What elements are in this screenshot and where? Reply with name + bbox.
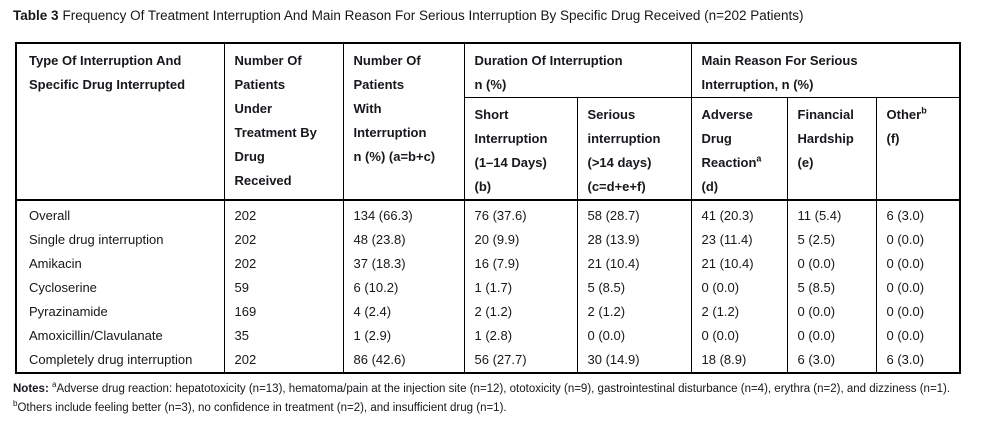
table-title-text: Frequency Of Treatment Interruption And …	[62, 8, 804, 23]
table-row: Overall 202 134 (66.3) 76 (37.6) 58 (28.7) 41…	[15, 199, 961, 228]
table-cell: 6 (3.0)	[875, 199, 961, 228]
header-other-code: (f)	[886, 131, 900, 146]
table-cell: 202	[223, 348, 344, 373]
table-cell: 0 (0.0)	[576, 324, 692, 348]
table-row: Cycloserine 59 6 (10.2) 1 (1.7) 5 (8.5) 0 (0.…	[15, 276, 961, 300]
note-text-a: Adverse drug reaction: hepatotoxicity (n…	[56, 383, 951, 395]
header-sub-row: Short Interruption (1–14 Days) (b) Serio…	[16, 97, 961, 201]
header-patients-with-interruption: Number Of Patients With Interruption n (…	[342, 42, 465, 201]
row-label: Cycloserine	[15, 276, 225, 300]
table-cell: 0 (0.0)	[875, 276, 961, 300]
table-cell: 41 (20.3)	[690, 199, 788, 228]
table-cell: 76 (37.6)	[463, 199, 578, 228]
table-cell: 0 (0.0)	[875, 300, 961, 324]
table-cell: 5 (8.5)	[786, 276, 877, 300]
table-caption: Table 3 Frequency Of Treatment Interrupti…	[13, 7, 973, 25]
table-cell: 5 (2.5)	[786, 228, 877, 252]
table-cell: 0 (0.0)	[786, 252, 877, 276]
table-cell: 0 (0.0)	[875, 228, 961, 252]
header-group-row: Type Of Interruption And Specific Drug I…	[15, 42, 961, 201]
footnote-marker-b: b	[921, 105, 927, 116]
table-row: Amikacin 202 37 (18.3) 16 (7.9) 21 (10.4) 21 …	[15, 252, 961, 276]
table-cell: 134 (66.3)	[342, 199, 465, 228]
table-cell: 4 (2.4)	[342, 300, 465, 324]
header-type-of-interruption: Type Of Interruption And Specific Drug I…	[15, 42, 225, 201]
row-label: Amoxicillin/Clavulanate	[15, 324, 225, 348]
notes-label: Notes:	[13, 383, 49, 395]
table-cell: 202	[223, 199, 344, 228]
header-financial-hardship: Financial Hardship (e)	[786, 97, 877, 201]
row-label: Overall	[15, 199, 225, 228]
table-cell: 0 (0.0)	[786, 324, 877, 348]
table-row: Pyrazinamide 169 4 (2.4) 2 (1.2) 2 (1.2) 2 (1…	[15, 300, 961, 324]
header-adverse-drug-reaction: Adverse Drug Reactiona (d)	[690, 97, 788, 201]
header-other-text: Other	[886, 107, 922, 122]
header-patients-under-treatment: Number Of Patients Under Treatment By Dr…	[223, 42, 344, 201]
table-cell: 56 (27.7)	[463, 348, 578, 373]
table-row: Completely drug interruption 202 86 (42.6)…	[15, 348, 961, 373]
table-cell: 1 (2.8)	[463, 324, 578, 348]
table-cell: 18 (8.9)	[690, 348, 788, 373]
header-main-reason-group: Main Reason For Serious Interruption, n …	[690, 42, 961, 98]
table-cell: 2 (1.2)	[690, 300, 788, 324]
table-cell: 2 (1.2)	[463, 300, 578, 324]
table-cell: 1 (1.7)	[463, 276, 578, 300]
table-cell: 16 (7.9)	[463, 252, 578, 276]
table-cell: 0 (0.0)	[786, 300, 877, 324]
table-row: Single drug interruption 202 48 (23.8) 20 (…	[15, 228, 961, 252]
header-serious-interruption: Serious interruption (>14 days) (c=d+e+f…	[576, 97, 692, 201]
header-adverse-text: Adverse Drug Reaction	[701, 107, 757, 170]
table-notes: Notes: aAdverse drug reaction: hepatotox…	[13, 380, 971, 418]
table-cell: 11 (5.4)	[786, 199, 877, 228]
table-cell: 202	[223, 228, 344, 252]
table-cell: 5 (8.5)	[576, 276, 692, 300]
table-cell: 0 (0.0)	[875, 324, 961, 348]
table-row: Amoxicillin/Clavulanate 35 1 (2.9) 1 (2.8) 0…	[15, 324, 961, 348]
table-cell: 0 (0.0)	[875, 252, 961, 276]
footnote-marker-a: a	[756, 153, 762, 164]
header-short-interruption: Short Interruption (1–14 Days) (b)	[463, 97, 578, 201]
header-other: Otherb (f)	[875, 97, 961, 201]
table-cell: 0 (0.0)	[690, 324, 788, 348]
table-cell: 2 (1.2)	[576, 300, 692, 324]
note-text-b: Others include feeling better (n=3), no …	[17, 402, 507, 414]
table-cell: 6 (3.0)	[875, 348, 961, 373]
table-cell: 6 (10.2)	[342, 276, 465, 300]
table-cell: 58 (28.7)	[576, 199, 692, 228]
table-cell: 21 (10.4)	[690, 252, 788, 276]
header-duration-group: Duration Of Interruption n (%)	[463, 42, 692, 98]
table-cell: 21 (10.4)	[576, 252, 692, 276]
table-cell: 169	[223, 300, 344, 324]
table-cell: 37 (18.3)	[342, 252, 465, 276]
note-marker-b: b	[13, 399, 18, 409]
table-cell: 202	[223, 252, 344, 276]
note-marker-a: a	[51, 380, 57, 390]
table-header: Type Of Interruption And Specific Drug I…	[15, 42, 961, 201]
table-cell: 86 (42.6)	[342, 348, 465, 373]
frequency-table: Type Of Interruption And Specific Drug I…	[15, 42, 962, 374]
table-number: Table 3	[13, 8, 59, 23]
table-cell: 59	[223, 276, 344, 300]
row-label: Pyrazinamide	[15, 300, 225, 324]
row-label: Single drug interruption	[15, 228, 225, 252]
table-cell: 48 (23.8)	[342, 228, 465, 252]
table-cell: 35	[223, 324, 344, 348]
row-label: Amikacin	[15, 252, 225, 276]
header-adverse-code: (d)	[701, 179, 719, 194]
table-body: Overall 202 134 (66.3) 76 (37.6) 58 (28.7) 41…	[15, 199, 961, 373]
table-cell: 28 (13.9)	[576, 228, 692, 252]
row-label: Completely drug interruption	[15, 348, 225, 373]
table-cell: 1 (2.9)	[342, 324, 465, 348]
table-cell: 23 (11.4)	[690, 228, 788, 252]
table-cell: 20 (9.9)	[463, 228, 578, 252]
table-cell: 6 (3.0)	[786, 348, 877, 373]
table-cell: 0 (0.0)	[690, 276, 788, 300]
table-cell: 30 (14.9)	[576, 348, 692, 373]
